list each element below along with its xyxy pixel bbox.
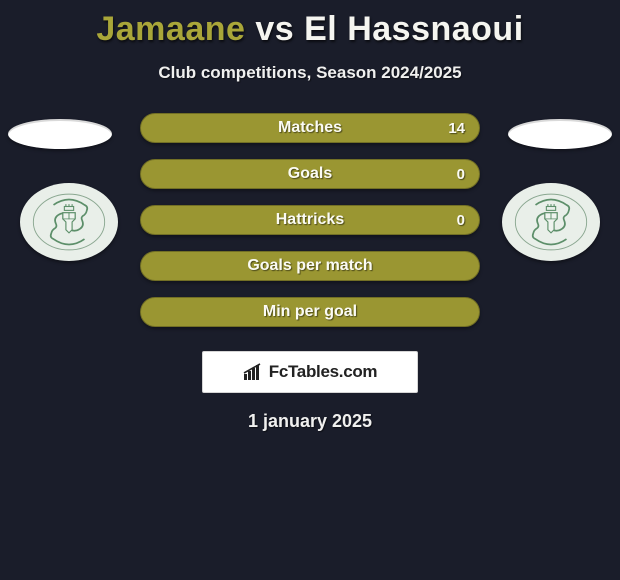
stat-bar-goals-per-match: Goals per match (140, 251, 480, 281)
stat-bar-matches: Matches 14 (140, 113, 480, 143)
club-crest-right (502, 183, 600, 261)
source-badge: FcTables.com (202, 351, 418, 393)
avatar-placeholder-left (8, 119, 112, 149)
subtitle: Club competitions, Season 2024/2025 (0, 63, 620, 83)
comparison-stage: Matches 14 Goals 0 Hattricks 0 Goals per… (0, 113, 620, 343)
vs-separator: vs (245, 10, 304, 48)
player1-name: Jamaane (96, 10, 245, 48)
avatar-placeholder-right (508, 119, 612, 149)
stat-value-right: 14 (448, 114, 465, 142)
player2-name: El Hassnaoui (304, 10, 524, 48)
stat-label: Matches (141, 114, 479, 142)
crest-icon (512, 191, 590, 253)
stat-value-right: 0 (457, 160, 465, 188)
stat-bars: Matches 14 Goals 0 Hattricks 0 Goals per… (140, 113, 480, 327)
stat-label: Goals (141, 160, 479, 188)
bars-icon (243, 363, 265, 381)
page-title: Jamaane vs El Hassnaoui (0, 0, 620, 49)
stat-label: Hattricks (141, 206, 479, 234)
stat-bar-min-per-goal: Min per goal (140, 297, 480, 327)
source-badge-text: FcTables.com (269, 362, 378, 382)
crest-icon (30, 191, 108, 253)
stat-bar-hattricks: Hattricks 0 (140, 205, 480, 235)
stat-label: Min per goal (141, 298, 479, 326)
club-crest-left (20, 183, 118, 261)
stat-value-right: 0 (457, 206, 465, 234)
stat-label: Goals per match (141, 252, 479, 280)
stat-bar-goals: Goals 0 (140, 159, 480, 189)
date-text: 1 january 2025 (0, 411, 620, 432)
